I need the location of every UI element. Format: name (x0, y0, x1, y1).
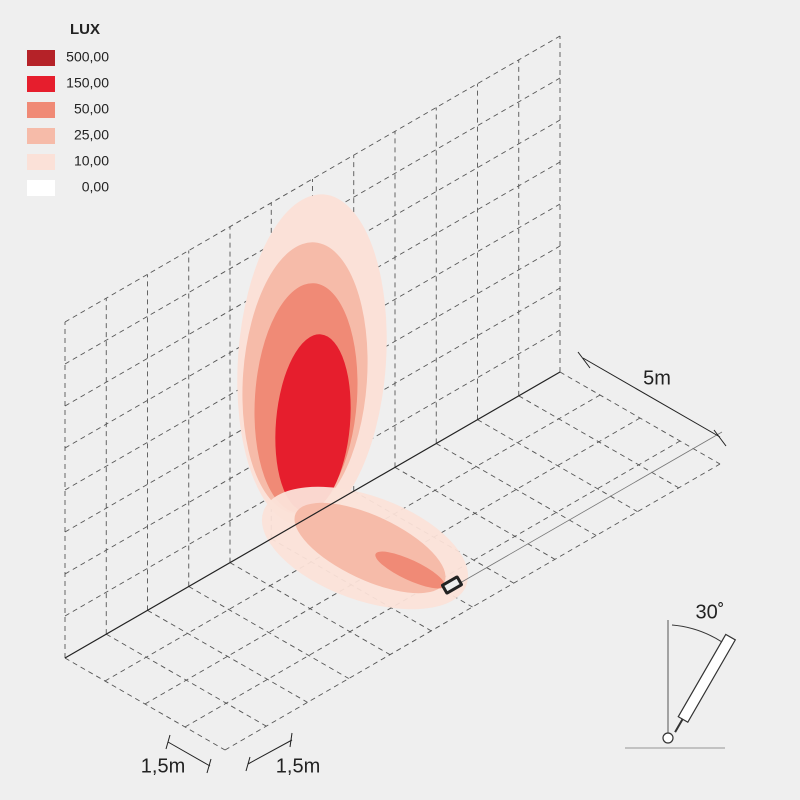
floor-grid-line (147, 609, 308, 703)
legend-swatch (27, 154, 55, 170)
isoline-150 (275, 334, 351, 512)
legend-label: 25,00 (74, 127, 109, 143)
floor-light-pattern (261, 486, 469, 610)
dimension-lines (165, 351, 727, 774)
inset-tilt (625, 620, 737, 749)
extension-line (459, 431, 723, 584)
legend-label: 0,00 (82, 179, 109, 195)
spacing-label: 1,5m (141, 755, 185, 777)
legend-title: LUX (70, 21, 100, 38)
legend-swatch (27, 76, 55, 92)
legend-label: 150,00 (66, 75, 109, 91)
legend-swatch (27, 102, 55, 118)
legend-label: 10,00 (74, 153, 109, 169)
floor-isoline-50 (375, 551, 445, 589)
legend-swatch (27, 50, 55, 66)
legend-swatch (27, 180, 55, 196)
spacing-label: 1,5m (276, 755, 320, 777)
legend-label: 500,00 (66, 49, 109, 65)
tilt-label: 30˚ (696, 601, 725, 623)
luminaire (441, 575, 463, 595)
wall-base-line (64, 371, 561, 659)
floor-grid-line (188, 586, 349, 679)
wall-light-pattern (237, 194, 387, 526)
legend-label: 50,00 (74, 101, 109, 117)
depth-label: 5m (643, 367, 671, 389)
legend-swatch (27, 128, 55, 144)
legend: 500,00 150,00 50,00 25,00 10,00 0,00 (27, 49, 109, 196)
